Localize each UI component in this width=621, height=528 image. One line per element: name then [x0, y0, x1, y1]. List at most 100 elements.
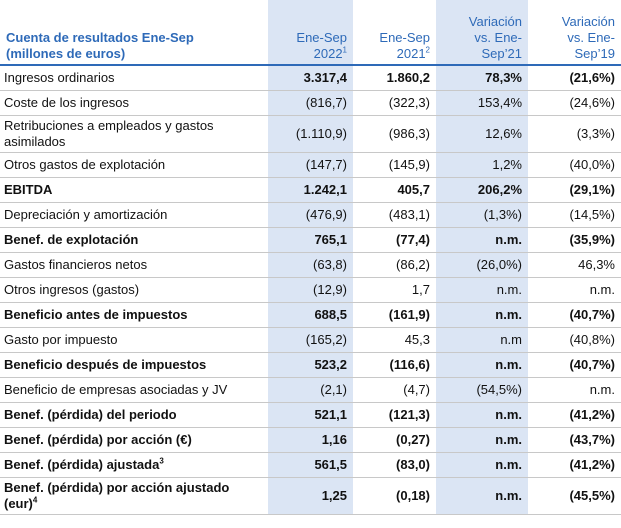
cell-value: (1.110,9): [268, 115, 353, 153]
row-label: Depreciación y amortización: [0, 202, 268, 228]
cell-value: (147,7): [268, 152, 353, 178]
row-label: Benef. (pérdida) del periodo: [0, 402, 268, 428]
header-line: Sep’21: [481, 46, 522, 61]
table-row: Beneficio después de impuestos 523,2 (116,…: [0, 352, 621, 378]
row-label: Benef. de explotación: [0, 227, 268, 253]
cell-value: 12,6%: [436, 115, 528, 153]
table-row: Benef. de explotación 765,1 (77,4) n.m. (35,…: [0, 227, 621, 253]
cell-value: (476,9): [268, 202, 353, 228]
header-line: vs. Ene-: [474, 30, 522, 45]
cell-value: (24,6%): [528, 90, 621, 116]
cell-value: (986,3): [353, 115, 436, 153]
cell-value: 46,3%: [528, 252, 621, 278]
cell-value: (43,7%): [528, 427, 621, 453]
table-row: Depreciación y amortización (476,9) (483,1…: [0, 202, 621, 228]
table-row: Gasto por impuesto (165,2) 45,3 n.m (40,8%): [0, 327, 621, 353]
row-label: EBITDA: [0, 177, 268, 203]
cell-value: (54,5%): [436, 377, 528, 403]
cell-value: (116,6): [353, 352, 436, 378]
label-text: Depreciación y amortización: [4, 207, 168, 222]
header-row: Cuenta de resultados Ene-Sep (millones de…: [0, 0, 621, 66]
cell-value: (165,2): [268, 327, 353, 353]
table-row: Benef. (pérdida) por acción ajustado (eu…: [0, 477, 621, 515]
table-row: Otros ingresos (gastos) (12,9) 1,7 n.m. n.m.: [0, 277, 621, 303]
cell-value: (14,5%): [528, 202, 621, 228]
row-label: Benef. (pérdida) por acción ajustado (eu…: [0, 477, 268, 515]
cell-value: (145,9): [353, 152, 436, 178]
row-label: Gastos financieros netos: [0, 252, 268, 278]
label-text: Benef. (pérdida) ajustada: [4, 457, 160, 472]
label-text: EBITDA: [4, 182, 53, 197]
table-row: Coste de los ingresos (816,7) (322,3) 153,4…: [0, 90, 621, 116]
header-line: Ene-Sep: [296, 30, 347, 45]
cell-value: (4,7): [353, 377, 436, 403]
cell-value: (77,4): [353, 227, 436, 253]
cell-value: n.m: [436, 327, 528, 353]
cell-value: (12,9): [268, 277, 353, 303]
cell-value: n.m.: [436, 302, 528, 328]
label-text: Otros gastos de explotación: [4, 157, 166, 172]
cell-value: (121,3): [353, 402, 436, 428]
cell-value: (816,7): [268, 90, 353, 116]
row-label: Otros ingresos (gastos): [0, 277, 268, 303]
cell-value: (1,3%): [436, 202, 528, 228]
cell-value: n.m.: [436, 477, 528, 515]
cell-value: n.m.: [436, 452, 528, 478]
row-label: Beneficio antes de impuestos: [0, 302, 268, 328]
cell-value: 1,7: [353, 277, 436, 303]
header-line: 2022: [313, 46, 343, 61]
cell-value: n.m.: [528, 277, 621, 303]
footnote-ref: 1: [342, 45, 347, 55]
label-text: Beneficio de empresas asociadas y JV: [4, 382, 228, 397]
cell-value: (322,3): [353, 90, 436, 116]
cell-value: n.m.: [436, 352, 528, 378]
cell-value: 1,16: [268, 427, 353, 453]
label-text: Beneficio antes de impuestos: [4, 307, 188, 322]
table-row: Beneficio antes de impuestos 688,5 (161,9)…: [0, 302, 621, 328]
income-table: Cuenta de resultados Ene-Sep (millones de…: [0, 0, 621, 515]
cell-value: 688,5: [268, 302, 353, 328]
row-label: Ingresos ordinarios: [0, 65, 268, 91]
cell-value: 78,3%: [436, 65, 528, 91]
label-text: Gastos financieros netos: [4, 257, 148, 272]
cell-value: (45,5%): [528, 477, 621, 515]
cell-value: n.m.: [436, 427, 528, 453]
table-row: EBITDA 1.242,1 405,7 206,2% (29,1%): [0, 177, 621, 203]
row-label: Beneficio después de impuestos: [0, 352, 268, 378]
cell-value: (40,0%): [528, 152, 621, 178]
cell-value: (41,2%): [528, 402, 621, 428]
column-header: Ene-Sep 20221: [268, 0, 353, 66]
cell-value: (35,9%): [528, 227, 621, 253]
cell-value: 45,3: [353, 327, 436, 353]
cell-value: (40,7%): [528, 302, 621, 328]
row-label: Gasto por impuesto: [0, 327, 268, 353]
table-row: Ingresos ordinarios 3.317,4 1.860,2 78,3% (2…: [0, 65, 621, 91]
column-header: Variación vs. Ene- Sep’19: [528, 0, 621, 66]
title-cell: Cuenta de resultados Ene-Sep (millones de…: [0, 0, 268, 66]
table-row: Benef. (pérdida) por acción (€) 1,16 (0,27…: [0, 427, 621, 453]
label-text: Retribuciones a empleados y gastos asimi…: [4, 118, 214, 149]
cell-value: (0,27): [353, 427, 436, 453]
cell-value: (0,18): [353, 477, 436, 515]
label-text: Gasto por impuesto: [4, 332, 118, 347]
row-label: Retribuciones a empleados y gastos asimi…: [0, 115, 268, 153]
label-text: Benef. de explotación: [4, 232, 139, 247]
cell-value: (29,1%): [528, 177, 621, 203]
cell-value: (3,3%): [528, 115, 621, 153]
table-row: Benef. (pérdida) del periodo 521,1 (121,3)…: [0, 402, 621, 428]
cell-value: (40,8%): [528, 327, 621, 353]
table-row: Otros gastos de explotación (147,7) (145,9…: [0, 152, 621, 178]
cell-value: 1,25: [268, 477, 353, 515]
header-line: vs. Ene-: [567, 30, 615, 45]
header-line: 2021: [396, 46, 426, 61]
footnote-ref: 4: [32, 495, 38, 505]
row-label: Coste de los ingresos: [0, 90, 268, 116]
cell-value: (21,6%): [528, 65, 621, 91]
cell-value: 206,2%: [436, 177, 528, 203]
cell-value: (2,1): [268, 377, 353, 403]
row-label: Benef. (pérdida) ajustada3: [0, 452, 268, 478]
footnote-ref: 2: [425, 45, 430, 55]
cell-value: 1.860,2: [353, 65, 436, 91]
label-text: Benef. (pérdida) por acción ajustado (eu…: [4, 480, 230, 511]
table-row: Beneficio de empresas asociadas y JV (2,1…: [0, 377, 621, 403]
